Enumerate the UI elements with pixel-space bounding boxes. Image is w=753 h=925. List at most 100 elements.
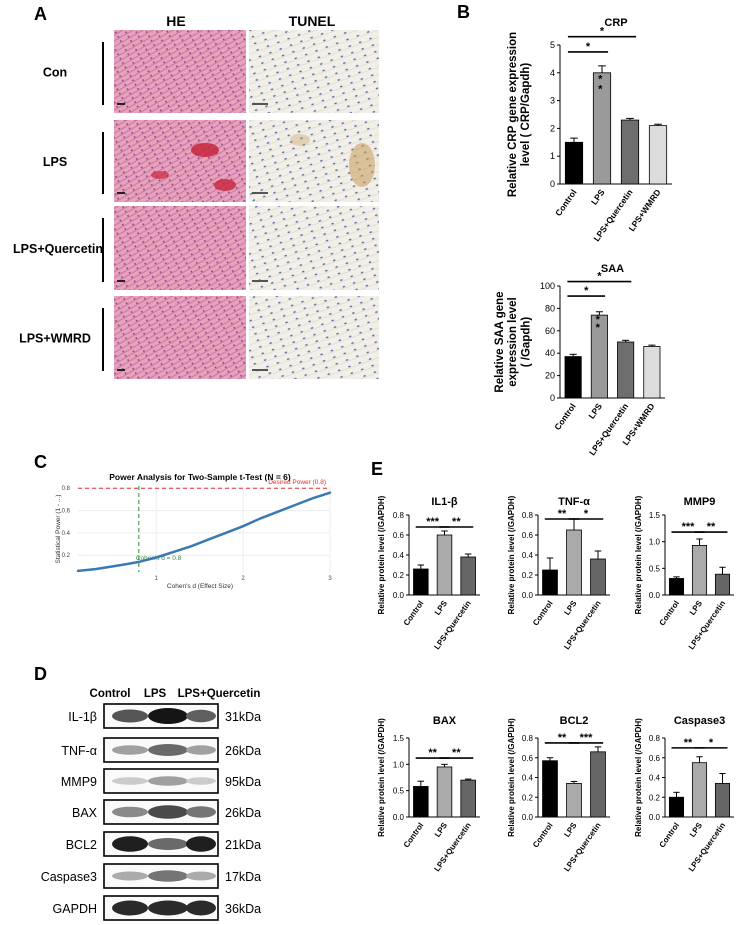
he-scale-bar — [117, 280, 125, 282]
y-axis-label: Relative protein level (/GAPDH) — [377, 718, 386, 837]
bar — [542, 760, 558, 818]
chart-title: CRP — [604, 17, 627, 29]
y-tick-label: 0.2 — [522, 793, 534, 802]
he-hemorrhage — [151, 171, 169, 179]
chart-title: SAA — [601, 263, 624, 275]
protein-label: IL-1β — [68, 710, 97, 724]
y-axis-label: level ( CRP/Gapdh) — [520, 63, 532, 167]
effect-size-label: Cohen's d = 0.8 — [136, 555, 182, 562]
y-tick-label: 0.6 — [62, 509, 71, 515]
bar — [564, 141, 584, 185]
y-tick-label: 0.6 — [522, 754, 534, 763]
y-axis-label: Relative protein level (/GAPDH) — [507, 718, 516, 837]
category-label: LPS — [589, 187, 607, 207]
y-axis-label: Relative protein level (/GAPDH) — [634, 495, 643, 614]
significance-stars: ** — [452, 747, 461, 759]
y-axis-label: Relative SAA gene — [494, 291, 506, 392]
y-tick-label: 0.0 — [393, 813, 405, 822]
chart-title: Power Analysis for Two-Sample t-Test (N … — [109, 472, 291, 482]
tunel-positive-stain — [349, 143, 375, 187]
panel-label-c: C — [34, 452, 47, 472]
y-tick-label: 1.5 — [393, 734, 405, 743]
category-label: Control — [531, 599, 555, 627]
x-tick-label: 1 — [155, 576, 159, 582]
bar-star: * — [598, 83, 603, 95]
tunel-image — [249, 296, 379, 379]
y-tick-label: 80 — [545, 303, 555, 313]
y-axis-label: Relative protein level (/GAPDH) — [634, 718, 643, 837]
y-axis-label: Relative protein level (/GAPDH) — [507, 495, 516, 614]
kda-label: 21kDa — [225, 838, 261, 852]
bar — [691, 762, 708, 818]
category-label: Control — [402, 821, 426, 849]
chart-il1b: IL1-β 0.0 0.2 0.4 0.6 0.8 Relative protein lev… — [377, 495, 480, 651]
y-tick-label: 40 — [545, 348, 555, 358]
protein-label: GAPDH — [53, 902, 97, 916]
y-tick-label: 0.8 — [522, 511, 534, 520]
bar — [460, 556, 476, 596]
blot-band — [148, 744, 188, 756]
category-label: LPS — [688, 820, 705, 838]
row-label: Con — [43, 66, 67, 80]
blot-band — [148, 776, 188, 786]
blot-band — [186, 745, 216, 755]
he-hemorrhage — [191, 143, 219, 157]
chart-bcl2: BCL2 0.0 0.2 0.4 0.6 0.8 Relative protein leve… — [507, 715, 610, 873]
row-label: LPS — [43, 155, 67, 169]
chart-title: MMP9 — [684, 496, 716, 508]
bar — [542, 569, 558, 596]
y-tick-label: 1.5 — [649, 511, 661, 520]
blot-band — [148, 708, 188, 724]
he-scale-bar — [117, 192, 125, 194]
blot-band — [186, 836, 216, 852]
blot-band — [112, 777, 148, 785]
significance-stars: * — [600, 26, 605, 38]
category-label: Control — [657, 599, 681, 627]
y-tick-label: 0.4 — [62, 531, 71, 537]
y-tick-label: 0.5 — [393, 787, 405, 796]
col-header-he: HE — [166, 13, 185, 29]
bar — [617, 341, 635, 399]
blot-band — [186, 871, 216, 881]
y-tick-label: 0.8 — [522, 734, 534, 743]
he-image — [114, 30, 246, 113]
he-hemorrhage — [214, 179, 236, 191]
y-tick-label: 0.6 — [393, 531, 405, 540]
significance-stars: ** — [707, 521, 716, 533]
bar — [590, 558, 606, 596]
y-tick-label: 0.4 — [522, 774, 534, 783]
y-tick-label: 2 — [550, 123, 555, 133]
chart-title: BCL2 — [560, 715, 589, 727]
category-label: LPS — [586, 401, 604, 421]
tunel-scale-bar — [252, 103, 268, 105]
bar — [714, 783, 731, 818]
blot-band — [112, 900, 148, 916]
y-axis-label: Statistical Power (1 - ...) — [55, 495, 62, 564]
y-tick-label: 0.6 — [522, 531, 534, 540]
bar — [648, 125, 668, 185]
y-tick-label: 0.2 — [522, 571, 534, 580]
bar — [566, 783, 582, 818]
y-axis-label: ( /Gapdh) — [520, 317, 532, 368]
bar — [668, 796, 685, 818]
row-label: LPS+WMRD — [19, 332, 91, 346]
category-label: Control — [657, 821, 681, 849]
protein-label: MMP9 — [61, 775, 97, 789]
bar — [413, 786, 429, 818]
significance-stars: * — [584, 285, 589, 297]
protein-label: TNF-α — [61, 744, 97, 758]
blot-band — [112, 745, 148, 755]
bar — [564, 356, 582, 399]
chart-saa: SAA 0 20 40 60 80 100 Relative SAA gene expressi… — [494, 263, 665, 457]
significance-stars: * — [709, 737, 714, 749]
category-label: Control — [552, 401, 578, 431]
significance-stars: ** — [558, 732, 567, 744]
lane-label: LPS — [144, 688, 167, 700]
bar — [668, 578, 685, 596]
y-tick-label: 0.2 — [62, 553, 71, 559]
chart-title: IL1-β — [431, 496, 458, 508]
kda-label: 31kDa — [225, 710, 261, 724]
tunel-scale-bar — [252, 192, 268, 194]
chart-title: BAX — [433, 715, 457, 727]
